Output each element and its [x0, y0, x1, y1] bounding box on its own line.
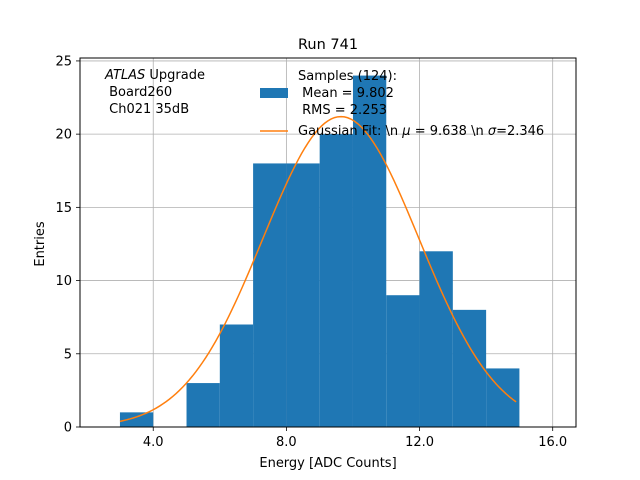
- histogram-bar: [452, 309, 487, 427]
- histogram-bars: [119, 75, 520, 428]
- y-tick-label: 5: [64, 347, 72, 362]
- fit-sigma-symbol: σ: [488, 124, 497, 139]
- x-axis-label: Energy [ADC Counts]: [259, 456, 396, 471]
- fit-curve-line: [119, 115, 517, 423]
- histogram-bar: [119, 412, 154, 427]
- x-tick-label: 4.0: [143, 435, 164, 450]
- fit-label-part-2: = 9.638 \n: [411, 124, 488, 139]
- y-axis-ticks: 0 5 10 15 20 25: [55, 54, 80, 436]
- histogram-bar: [186, 383, 220, 427]
- atlas-annotation-line-1: ATLAS Upgrade: [104, 68, 205, 83]
- histogram-bar: [219, 324, 254, 427]
- gaussian-fit-curve: [119, 115, 517, 423]
- board-label: Board260: [105, 85, 172, 100]
- legend-samples-label: Samples (124):: [298, 69, 397, 84]
- legend-histogram-swatch: [260, 88, 288, 98]
- legend-mean-label: Mean = 9.802: [298, 86, 394, 101]
- x-tick-label: 12.0: [405, 435, 434, 450]
- legend-rms-label: RMS = 2.253: [298, 103, 387, 118]
- y-tick-label: 20: [55, 128, 72, 143]
- y-tick-label: 10: [55, 274, 72, 289]
- fit-label-part-1: Gaussian Fit: \n: [298, 124, 402, 139]
- atlas-annotation: ATLAS Upgrade Board260 Ch021 35dB: [104, 68, 205, 117]
- legend: Samples (124): Mean = 9.802 RMS = 2.253 …: [260, 69, 544, 139]
- atlas-italic-label: ATLAS: [104, 68, 145, 83]
- y-tick-label: 0: [64, 421, 72, 436]
- y-axis-label: Entries: [33, 221, 48, 267]
- atlas-upgrade-label: Upgrade: [145, 68, 205, 83]
- fit-label-part-3: =2.346: [496, 124, 544, 139]
- histogram-bar: [286, 163, 320, 427]
- chart-title: Run 741: [298, 37, 358, 53]
- plot-frame: [79, 57, 577, 428]
- x-tick-label: 16.0: [538, 435, 567, 450]
- histogram-bar: [253, 163, 287, 427]
- y-tick-label: 25: [55, 54, 72, 69]
- x-tick-label: 8.0: [276, 435, 297, 450]
- fit-mu-symbol: μ: [401, 124, 410, 139]
- y-tick-label: 15: [55, 201, 72, 216]
- histogram-bar: [352, 75, 387, 428]
- legend-fit-label: Gaussian Fit: \n μ = 9.638 \n σ=2.346: [298, 124, 544, 139]
- x-axis-ticks: 4.0 8.0 12.0 16.0: [143, 427, 567, 450]
- histogram-bar: [386, 295, 420, 427]
- histogram-bar: [319, 134, 353, 427]
- channel-label: Ch021 35dB: [105, 102, 189, 117]
